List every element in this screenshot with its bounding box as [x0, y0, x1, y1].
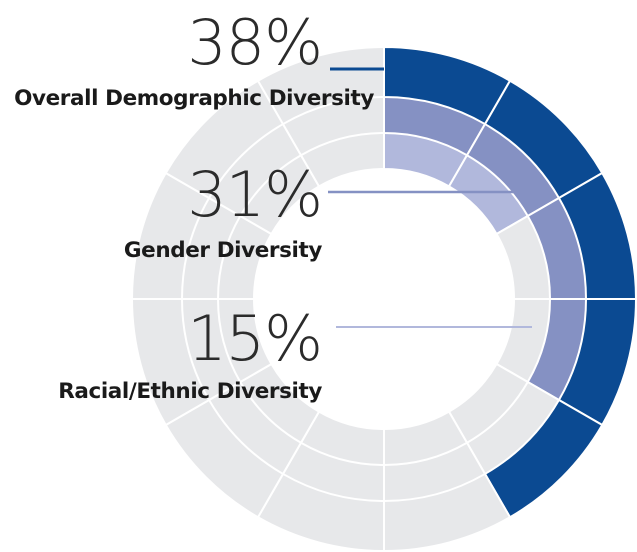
racial-ethnic-diversity-value: 15%	[187, 302, 322, 375]
leader-lines	[328, 67, 532, 328]
chart-rings	[130, 45, 637, 552]
overall-diversity-label: Overall Demographic Diversity	[14, 86, 374, 111]
racial-ethnic-diversity-label: Racial/Ethnic Diversity	[58, 379, 322, 404]
overall-ring	[130, 45, 637, 552]
gender-diversity-value: 31%	[187, 158, 322, 231]
overall-diversity-value: 38%	[187, 6, 322, 79]
overall-segment-12-empty	[256, 45, 385, 126]
gender-diversity-label: Gender Diversity	[124, 238, 322, 263]
